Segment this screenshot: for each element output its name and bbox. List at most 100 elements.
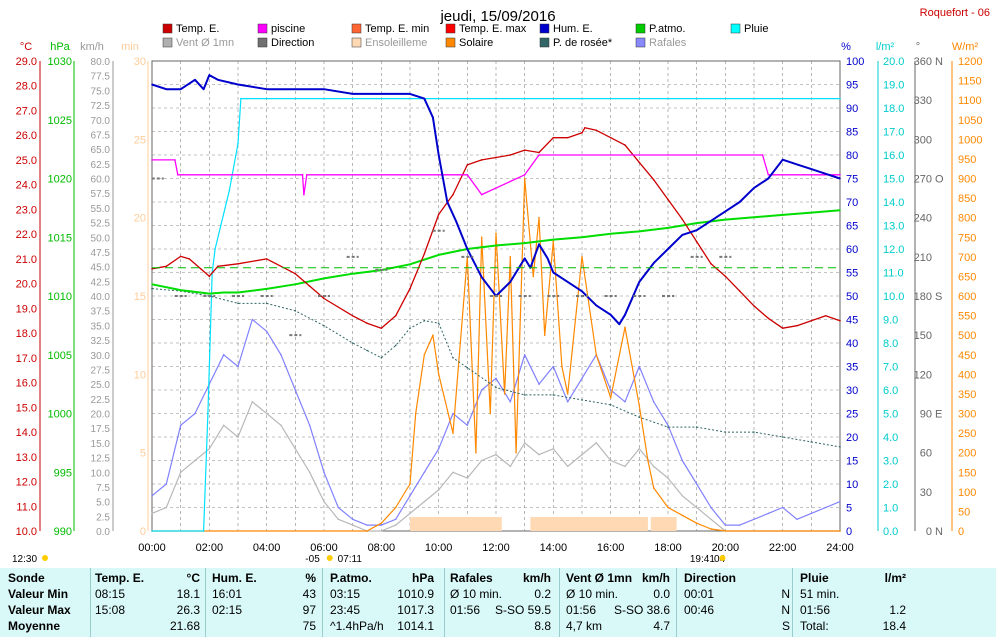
legend-label: Pluie [744, 23, 768, 35]
data-point [301, 173, 304, 176]
tick-label-humidity_pct: 90 [846, 103, 858, 115]
tick-label-solar_wm2: 150 [958, 467, 976, 479]
legend-swatch [257, 37, 268, 48]
data-point [652, 262, 655, 264]
data-point [810, 319, 813, 322]
data-point [839, 173, 841, 176]
data-point [538, 383, 540, 385]
data-point [308, 285, 311, 287]
tick-label-rain_lm2: 20.0 [883, 56, 904, 68]
data-point [452, 412, 454, 415]
data-point [217, 79, 219, 81]
data-point [796, 324, 798, 327]
x-tick-label: 10:00 [425, 542, 453, 554]
tick-label-temp_C: 23.0 [16, 204, 37, 216]
data-point [179, 471, 182, 474]
data-point [624, 326, 626, 329]
data-point [495, 232, 497, 235]
data-point [165, 483, 168, 485]
data-point [566, 136, 569, 139]
summary-cell: 00:01 [684, 587, 715, 601]
data-point [810, 441, 813, 443]
tick-label-humidity_pct: 0 [846, 526, 852, 538]
data-point [638, 365, 641, 368]
data-point [509, 281, 512, 283]
summary-cell: ^1.4hPa/h [330, 619, 384, 633]
tick-label-sun_min: 10 [134, 369, 146, 381]
data-point [409, 512, 411, 515]
legend-label: P. de rosée* [553, 37, 613, 49]
x-tick-label: 06:00 [310, 542, 338, 554]
data-point [595, 129, 598, 132]
summary-cell: 15:08 [95, 603, 126, 617]
data-point [437, 154, 440, 156]
tick-label-rain_lm2: 1.0 [883, 503, 898, 515]
summary-header: Direction [684, 571, 737, 585]
tick-label-wind_kmh: 12.5 [91, 454, 111, 465]
data-point [552, 394, 555, 396]
tick-label-solar_wm2: 200 [958, 448, 976, 460]
data-point [647, 459, 649, 462]
summary-cell: Total: [800, 619, 829, 633]
data-point [753, 216, 755, 219]
data-point [839, 500, 841, 503]
data-point [179, 424, 182, 427]
summary-header: Temp. E. [95, 571, 145, 585]
tick-label-solar_wm2: 1200 [958, 56, 982, 68]
tick-label-sun_min: 5 [140, 448, 146, 460]
data-point [724, 275, 727, 278]
data-point [423, 253, 426, 255]
tick-label-humidity_pct: 80 [846, 150, 858, 162]
data-point [423, 353, 426, 356]
data-point [432, 334, 434, 336]
data-point [452, 357, 454, 359]
data-point [552, 238, 555, 241]
legend-swatch [351, 23, 362, 34]
data-point [265, 412, 268, 415]
summary-cell: 01:56 [800, 603, 831, 617]
tick-label-solar_wm2: 0 [958, 526, 964, 538]
data-point [207, 412, 209, 415]
data-point [724, 210, 727, 213]
axis-unit-solar_wm2: W/m² [952, 41, 979, 53]
data-point [595, 442, 598, 444]
tick-label-wind_kmh: 45.0 [91, 263, 111, 274]
data-point [581, 131, 583, 134]
tick-label-direction: 180 [914, 291, 932, 303]
summary-cell: 1010.9 [397, 587, 434, 601]
data-point [394, 344, 397, 347]
tick-label-solar_wm2: 950 [958, 154, 976, 166]
summary-cell: 4.7 [653, 619, 670, 633]
x-tick-label: 08:00 [368, 542, 396, 554]
summary-divider [205, 568, 206, 637]
data-point [177, 173, 179, 176]
data-point [652, 178, 655, 181]
data-point [566, 465, 569, 468]
data-point [509, 400, 512, 403]
tick-label-humidity_pct: 75 [846, 174, 858, 186]
summary-row-label: Valeur Min [8, 587, 69, 601]
data-point [280, 424, 282, 427]
data-point [294, 447, 297, 450]
tick-label-wind_kmh: 22.5 [91, 395, 111, 406]
data-point [618, 323, 621, 326]
tick-label-humidity_pct: 70 [846, 197, 858, 209]
tick-label-wind_kmh: 32.5 [91, 336, 111, 347]
summary-cell: 18.1 [176, 587, 200, 601]
tick-label-wind_kmh: 37.5 [91, 307, 111, 318]
data-point [351, 518, 354, 521]
data-point [394, 314, 397, 317]
data-point [351, 524, 354, 526]
tick-label-humidity_pct: 95 [846, 80, 858, 92]
data-point [480, 276, 483, 279]
data-point [724, 530, 727, 532]
summary-cell: 8.8 [534, 619, 551, 633]
tick-label-temp_C: 28.0 [16, 81, 37, 93]
data-point [380, 327, 383, 329]
data-point [174, 159, 176, 161]
summary-cell: Ø 10 min. [450, 587, 503, 601]
tick-label-solar_wm2: 250 [958, 428, 976, 440]
data-point [652, 400, 655, 403]
x-tick-label: 04:00 [253, 542, 281, 554]
data-point [667, 154, 669, 156]
